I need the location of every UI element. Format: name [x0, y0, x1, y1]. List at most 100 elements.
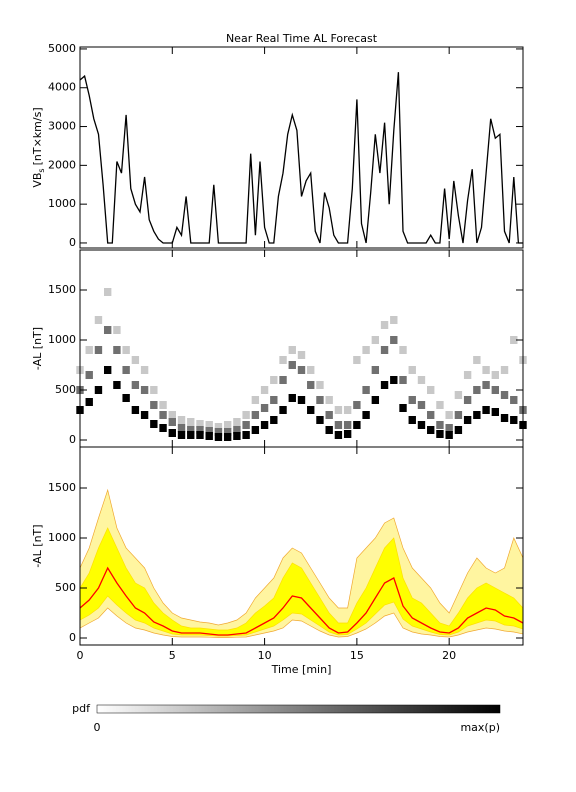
pdf-cell [196, 426, 204, 434]
pdf-cell [500, 414, 509, 422]
pdf-cell [85, 346, 93, 354]
pdf-cell [482, 406, 490, 414]
pdf-cell [362, 346, 370, 354]
x-tick-label: 5 [169, 649, 176, 662]
y-tick-label: 0 [69, 433, 76, 446]
pdf-cell [417, 376, 426, 384]
pdf-cell [445, 431, 453, 439]
pdf-cell [362, 411, 370, 419]
pdf-cell [491, 408, 500, 416]
pdf-cell [343, 421, 352, 429]
pdf-cell [94, 386, 103, 394]
pdf-cell [408, 396, 416, 404]
chart-title: Near Real Time AL Forecast [226, 32, 378, 45]
pdf-cell [131, 356, 140, 364]
pdf-cell [510, 336, 518, 344]
pdf-cell [251, 396, 260, 404]
pdf-cell [445, 411, 453, 419]
y-tick-label: 0 [69, 236, 76, 249]
pdf-cell [417, 401, 426, 409]
y-axis-label-sub: s [37, 168, 46, 172]
pdf-cell [242, 421, 250, 429]
pdf-cell [270, 376, 278, 384]
pdf-cell [113, 346, 121, 354]
pdf-cell [399, 404, 407, 412]
pdf-cell [279, 356, 287, 364]
y-axis-label: -AL [nT] [31, 524, 44, 567]
y-tick-label: 1000 [48, 197, 76, 210]
pdf-cell [94, 316, 103, 324]
pdf-cell [223, 433, 232, 441]
pdf-cell [242, 431, 250, 439]
x-tick-label: 20 [442, 649, 456, 662]
x-tick-label: 0 [77, 649, 84, 662]
pdf-cell [473, 411, 481, 419]
pdf-cell [343, 406, 352, 414]
pdf-cell [205, 427, 213, 435]
y-tick-label: 0 [69, 631, 76, 644]
pdf-cell [307, 406, 315, 414]
pdf-cell [94, 346, 103, 354]
pdf-cell [260, 421, 269, 429]
pdf-cell [325, 396, 333, 404]
x-axis-label: Time [min] [271, 663, 332, 676]
pdf-cell [371, 366, 380, 374]
pdf-cell [159, 401, 167, 409]
pdf-cell [399, 346, 407, 354]
pdf-cell [251, 411, 260, 419]
pdf-cell [288, 394, 296, 402]
panel: 0 1000 2000 3000 4000 5000 Near Real Time AL F… [31, 32, 524, 249]
pdf-cell [279, 376, 287, 384]
colorbar-min-label: 0 [94, 721, 101, 734]
pdf-cell [233, 432, 241, 440]
y-tick-label: 1500 [48, 481, 76, 494]
pdf-cell [187, 431, 195, 439]
pdf-cell [380, 321, 389, 329]
pdf-cell [417, 421, 426, 429]
pdf-cell [150, 420, 158, 428]
pdf-cell [150, 401, 158, 409]
pdf-cell [205, 432, 213, 440]
pdf-cell [399, 376, 407, 384]
pdf-cell [307, 366, 315, 374]
pdf-cell [223, 421, 232, 429]
pdf-cell [251, 426, 260, 434]
pdf-cell [177, 431, 186, 439]
pdf-cell [362, 386, 370, 394]
pdf-cell [334, 421, 343, 429]
pdf-cell [85, 371, 93, 379]
pdf-cell [454, 391, 463, 399]
pdf-cell [436, 430, 444, 438]
colorbar-max-label: max(p) [460, 721, 500, 734]
pdf-cell [214, 433, 223, 441]
pdf-cell [353, 356, 361, 364]
pdf-cell [168, 411, 176, 419]
pdf-cell [168, 418, 176, 426]
pdf-cell [390, 376, 398, 384]
pdf-cell [214, 428, 223, 436]
y-axis-label-main: VB [31, 173, 44, 188]
pdf-cell [242, 411, 250, 419]
y-tick-label: 500 [55, 383, 76, 396]
pdf-cell [159, 411, 167, 419]
pdf-cell [390, 316, 398, 324]
pdf-cell [436, 401, 444, 409]
y-tick-label: 4000 [48, 81, 76, 94]
y-tick-label: 5000 [48, 42, 76, 55]
pdf-cell [500, 366, 509, 374]
pdf-cell [371, 336, 380, 344]
pdf-cell [140, 386, 149, 394]
pdf-cell [85, 398, 93, 406]
pdf-cell [427, 386, 435, 394]
pdf-cell [279, 406, 287, 414]
pdf-cell [371, 396, 380, 404]
pdf-cell [297, 396, 306, 404]
pdf-cell [473, 386, 481, 394]
pdf-cell [159, 424, 167, 432]
pdf-cell [473, 356, 481, 364]
y-tick-label: 1500 [48, 283, 76, 296]
pdf-cell [140, 366, 149, 374]
pdf-cell [223, 428, 232, 436]
pdf-cell [103, 326, 112, 334]
data-line [79, 72, 523, 244]
